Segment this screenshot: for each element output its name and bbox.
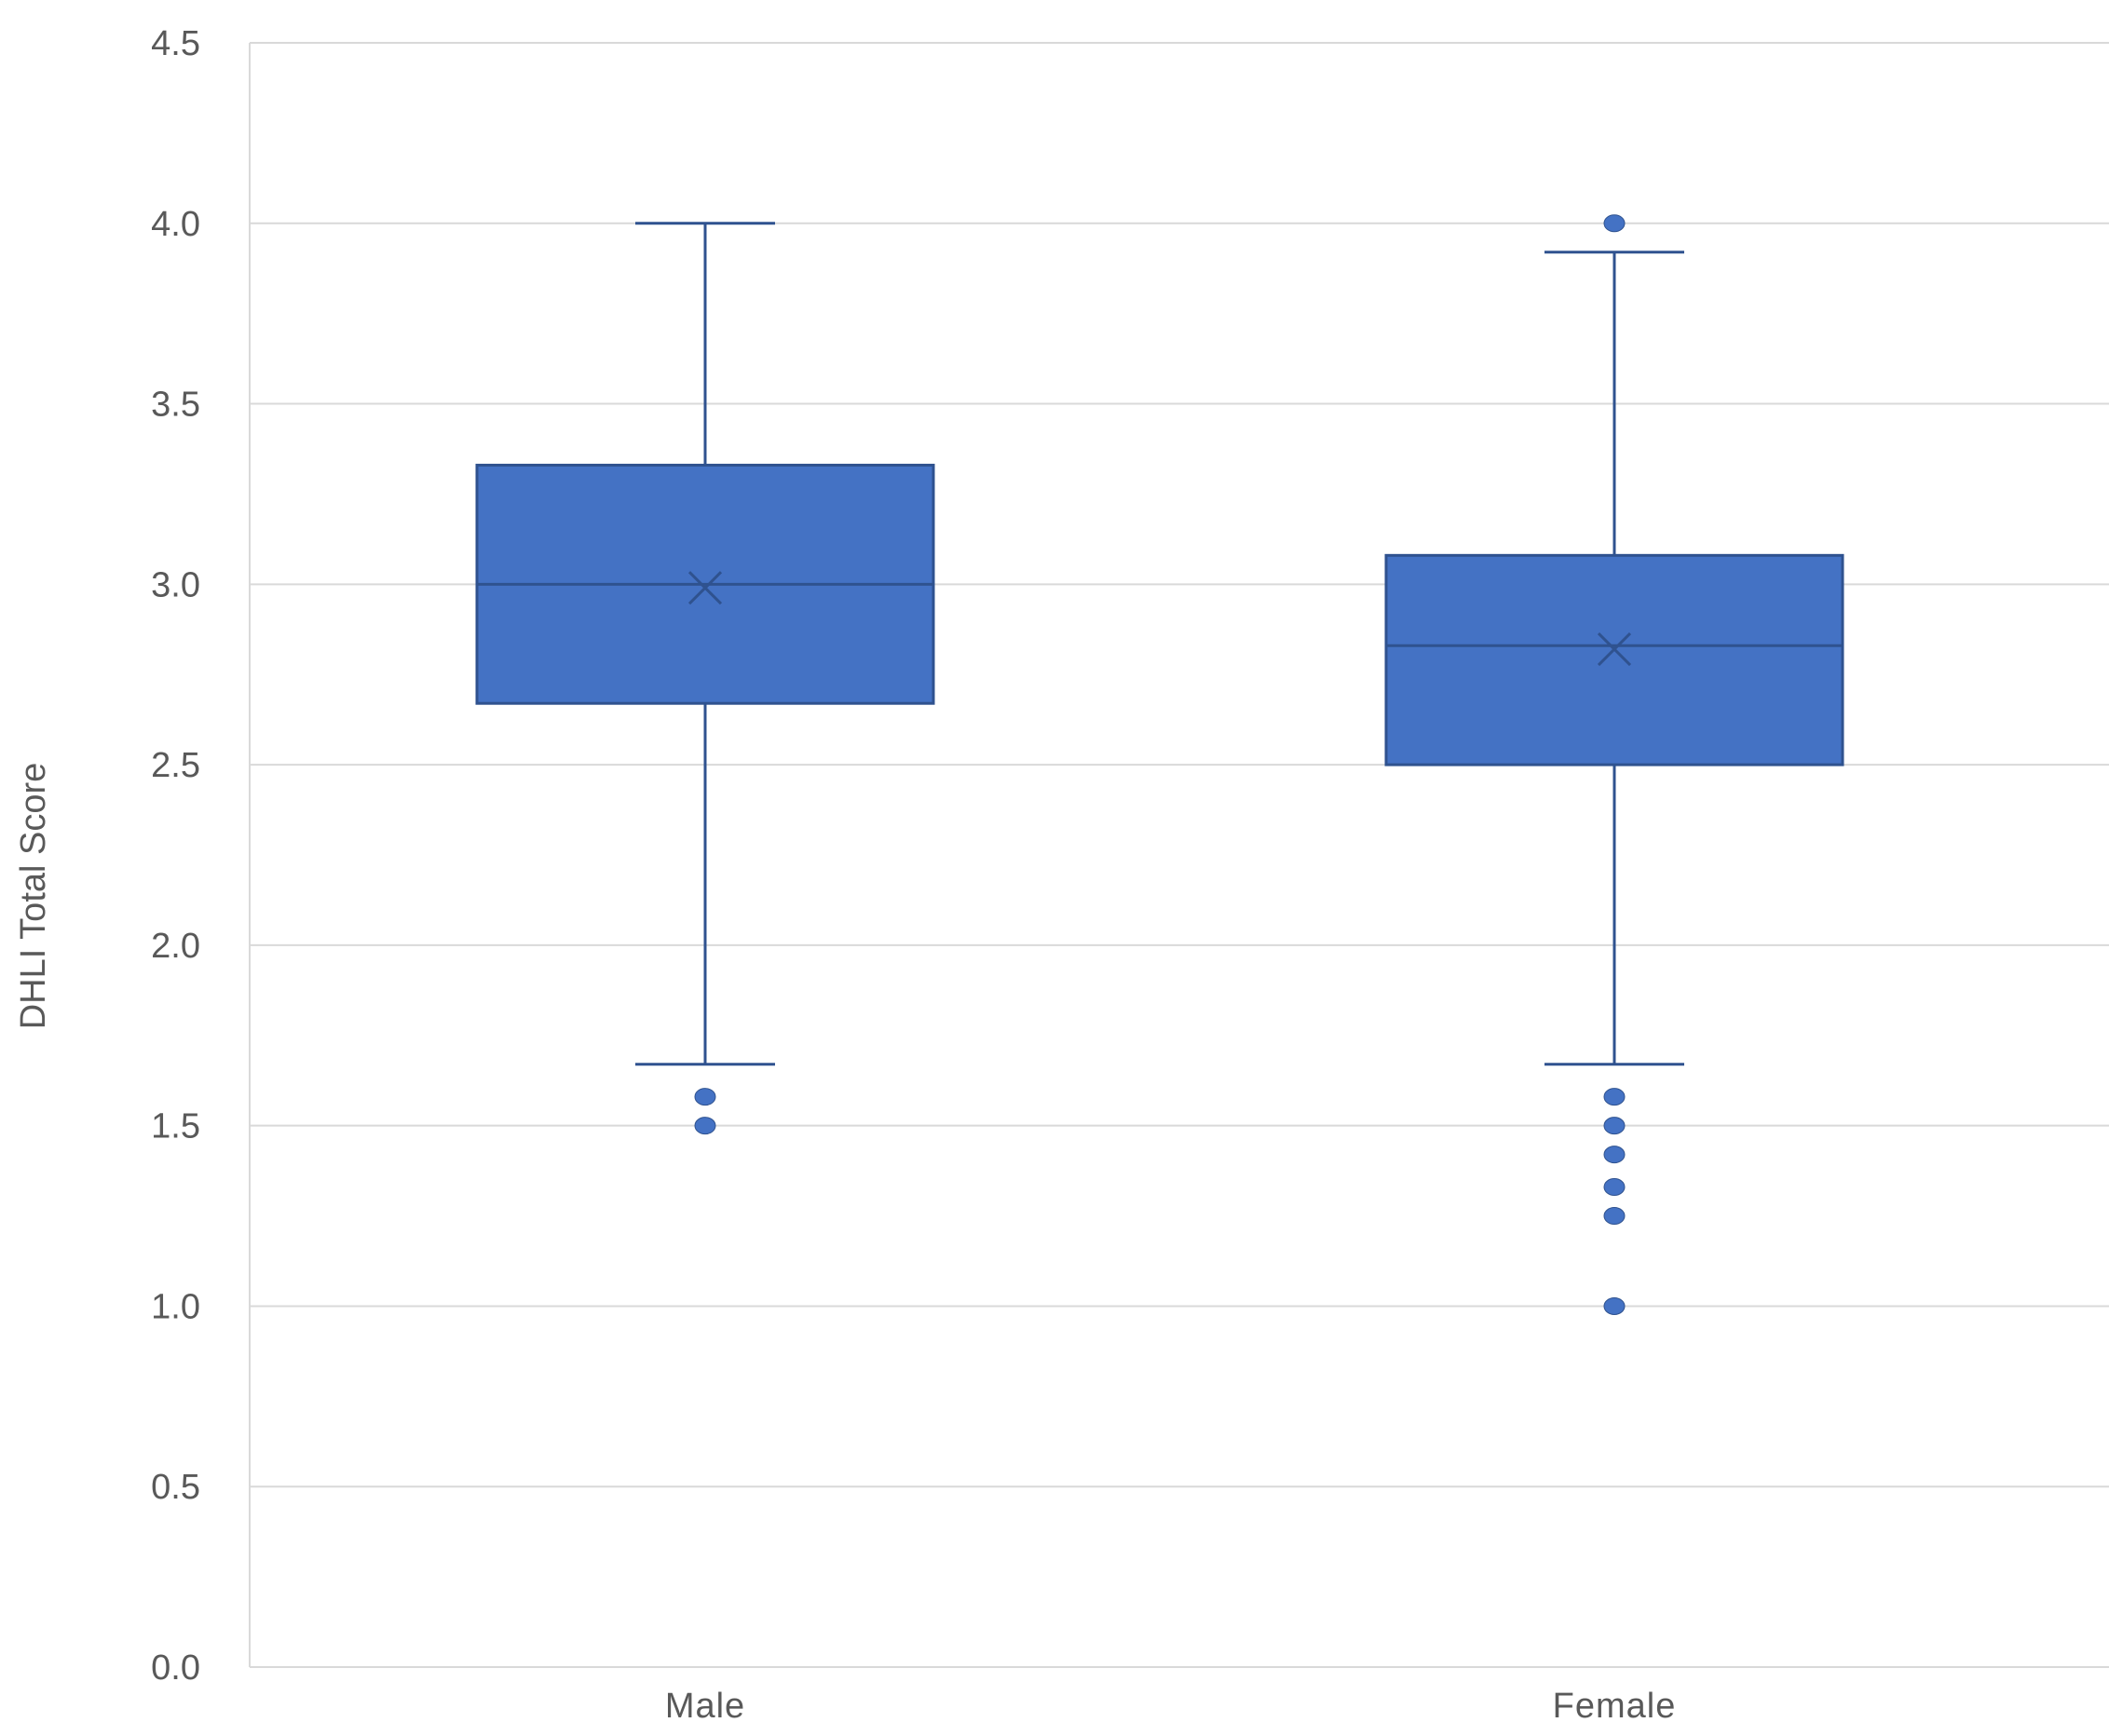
x-category-label: Male	[665, 1687, 745, 1726]
box-series	[475, 214, 1844, 1315]
y-tick-label: 0.5	[151, 1468, 200, 1507]
y-tick-label: 3.0	[151, 565, 200, 604]
mean-marker	[687, 571, 723, 605]
y-tick-label: 2.5	[151, 746, 200, 785]
y-tick-label: 2.0	[151, 927, 200, 966]
outlier-point	[1603, 1178, 1626, 1197]
y-axis-title: DHLI Total Score	[14, 763, 53, 1030]
outlier-point	[1603, 1296, 1626, 1315]
outlier-point	[1603, 1088, 1626, 1106]
box-male	[475, 222, 935, 1135]
y-tick-label: 1.0	[151, 1287, 200, 1326]
outlier-point	[1603, 214, 1626, 233]
outlier-point	[1603, 1207, 1626, 1226]
outlier-point	[694, 1117, 716, 1135]
box-female	[1384, 214, 1844, 1315]
x-category-label: Female	[1553, 1687, 1677, 1726]
mean-marker	[1597, 632, 1632, 667]
y-tick-label: 4.5	[151, 24, 200, 63]
y-tick-label: 3.5	[151, 386, 200, 425]
outlier-point	[694, 1088, 716, 1106]
y-tick-label: 1.5	[151, 1107, 200, 1146]
interquartile-box	[1384, 553, 1844, 766]
y-tick-label: 4.0	[151, 205, 200, 244]
y-tick-label: 0.0	[151, 1648, 200, 1688]
x-axis-category-labels: Male Female	[665, 1687, 1677, 1726]
outlier-point	[1603, 1146, 1626, 1164]
y-axis-tick-labels: 0.0 0.5 1.0 1.5 2.0 2.5 3.0 3.5 4.0 4.5	[151, 24, 200, 1688]
outlier-point	[1603, 1117, 1626, 1135]
